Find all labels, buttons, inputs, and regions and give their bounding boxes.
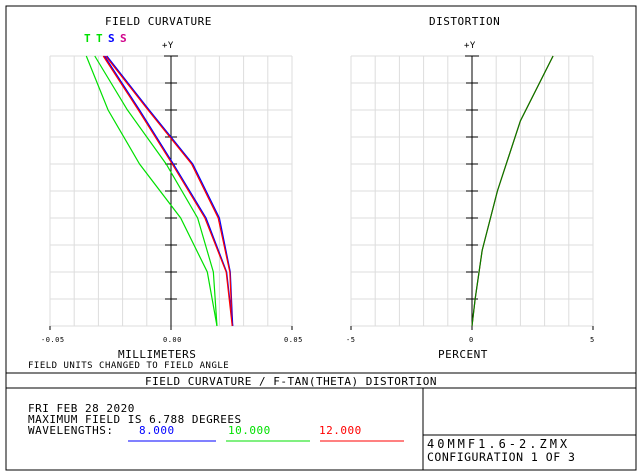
- dist-ylabel: +Y: [464, 41, 476, 51]
- series-s-12-000: [105, 55, 233, 327]
- fc-xtick: 0.05: [284, 336, 303, 344]
- wavelengths-label: WAVELENGTHS:: [28, 424, 114, 437]
- date: FRI FEB 28 2020: [28, 402, 135, 415]
- fc-xlabel: MILLIMETERS: [118, 348, 197, 361]
- max-field: MAXIMUM FIELD IS 6.788 DEGREES: [28, 413, 242, 426]
- fc-xtick: -0.05: [41, 336, 65, 344]
- plot-title: FIELD CURVATURE / F-TAN(THETA) DISTORTIO…: [145, 375, 438, 388]
- dist-xtick: -5: [346, 336, 356, 344]
- legend-s2: S: [120, 32, 128, 45]
- legend-s: S: [108, 32, 116, 45]
- series-t-12-000: [102, 55, 233, 327]
- fc-title: FIELD CURVATURE: [105, 15, 212, 28]
- wavelength-1: 8.000: [139, 424, 175, 437]
- file-name: 40MMF1.6-2.ZMX: [427, 437, 571, 451]
- legend-t: T: [84, 32, 92, 45]
- wavelength-2: 10.000: [228, 424, 271, 437]
- outer-frame: [5, 5, 637, 471]
- wavelength-3: 12.000: [319, 424, 362, 437]
- fc-xtick: 0.00: [163, 336, 182, 344]
- field-units-note: FIELD UNITS CHANGED TO FIELD ANGLE: [28, 361, 230, 371]
- legend-t2: T: [96, 32, 104, 45]
- dist-xlabel: PERCENT: [438, 348, 488, 361]
- series-s-10-000: [94, 55, 218, 327]
- dist-xtick: 0: [469, 336, 474, 344]
- fc-ylabel: +Y: [162, 41, 174, 51]
- series-8-000: [471, 55, 554, 327]
- series-t-10-000: [85, 55, 218, 327]
- dist-title: DISTORTION: [429, 15, 501, 28]
- dist-xtick: 5: [590, 336, 595, 344]
- configuration: CONFIGURATION 1 OF 3: [427, 450, 576, 464]
